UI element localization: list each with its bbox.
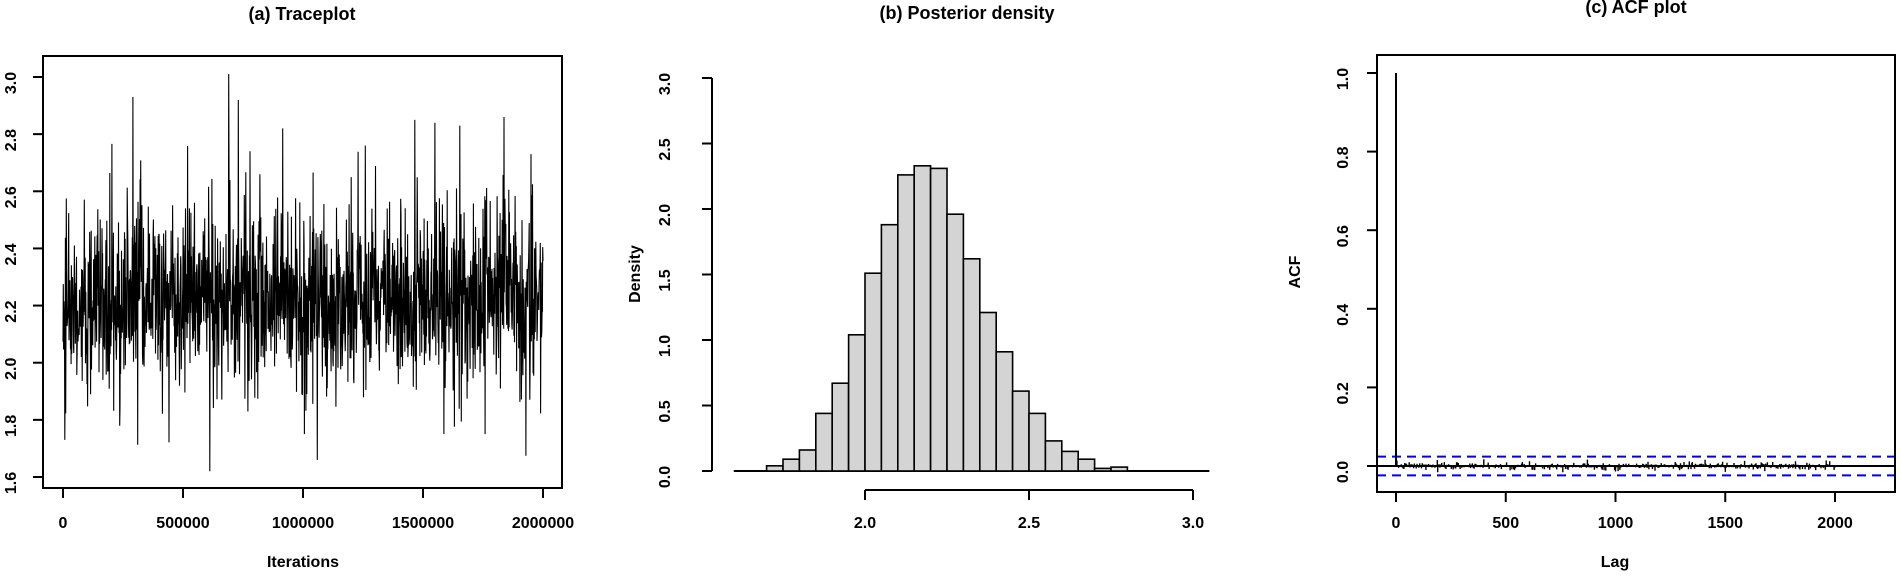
histogram-bar	[864, 272, 883, 472]
density-xtick-label: 2.5	[1018, 515, 1040, 532]
histogram-bar	[995, 350, 1014, 472]
histogram-bar	[913, 165, 932, 472]
traceplot-ytick-label: 2.6	[3, 186, 20, 208]
density-xtick-label: 3.0	[1182, 515, 1204, 532]
histogram-bar	[814, 412, 833, 472]
histogram-bar	[1061, 450, 1080, 472]
acf-ytick-label: 0.0	[1335, 461, 1352, 483]
traceplot-ytick-label: 2.4	[3, 243, 20, 265]
trace-series	[62, 74, 544, 472]
acf-ytick-label: 0.4	[1335, 304, 1352, 326]
traceplot-xtick-label: 1000000	[272, 515, 334, 532]
histogram-bar	[929, 167, 948, 472]
acf-xtick-label: 500	[1492, 515, 1519, 532]
histogram-bar	[962, 257, 981, 472]
density-ytick-label: 1.5	[657, 269, 674, 291]
acf-ytick-label: 0.8	[1335, 146, 1352, 168]
histogram-bar	[765, 464, 784, 472]
acf-ytick-label: 0.2	[1335, 382, 1352, 404]
density-ytick-label: 2.0	[657, 204, 674, 226]
acf-xtick-label: 0	[1392, 515, 1401, 532]
histogram-bar	[880, 223, 899, 472]
histogram-bar	[1093, 467, 1112, 472]
traceplot-ytick-label: 1.6	[3, 472, 20, 494]
density-ytick-label: 2.5	[657, 138, 674, 160]
traceplot-xtick-label: 0	[59, 515, 68, 532]
histogram-bar	[1110, 466, 1129, 472]
traceplot-xtick-label: 1500000	[392, 515, 454, 532]
acf-title: (c) ACF plot	[1585, 0, 1687, 17]
traceplot-xtick-label: 2000000	[512, 515, 574, 532]
density-ytick-label: 0.5	[657, 400, 674, 422]
acf-xtick-label: 1000	[1598, 515, 1634, 532]
acf-ylabel: ACF	[1287, 255, 1304, 288]
traceplot-xtick-label: 500000	[156, 515, 209, 532]
density-ytick-label: 3.0	[657, 73, 674, 95]
density-ylabel: Density	[627, 245, 644, 303]
histogram-bar	[978, 311, 997, 472]
acf-box	[1376, 54, 1896, 493]
histogram-bar	[831, 382, 850, 472]
histogram-bars	[765, 165, 1129, 472]
histogram-bar	[1028, 412, 1047, 472]
traceplot-ytick-label: 1.8	[3, 415, 20, 437]
histogram-bar	[847, 333, 866, 472]
acf-ytick-label: 1.0	[1335, 68, 1352, 90]
histogram-bar	[782, 458, 801, 472]
histogram-bar	[1077, 458, 1096, 472]
acf-xtick-label: 1500	[1707, 515, 1743, 532]
acf-xlabel: Lag	[1601, 554, 1629, 571]
traceplot-xlabel: Iterations	[267, 554, 339, 571]
density-xtick-label: 2.0	[854, 515, 876, 532]
histogram-bar	[1011, 390, 1030, 472]
histogram-bar	[896, 174, 915, 472]
traceplot-ytick-label: 2.8	[3, 129, 20, 151]
acf-xtick-label: 2000	[1817, 515, 1853, 532]
acf-ytick-label: 0.6	[1335, 225, 1352, 247]
traceplot-ytick-label: 2.0	[3, 357, 20, 379]
density-ytick-label: 1.0	[657, 335, 674, 357]
density-ytick-label: 0.0	[657, 466, 674, 488]
traceplot-ytick-label: 2.2	[3, 300, 20, 322]
posterior-density-title: (b) Posterior density	[879, 3, 1055, 23]
traceplot-ytick-label: 3.0	[3, 72, 20, 94]
histogram-bar	[1044, 440, 1063, 472]
histogram-bar	[798, 449, 817, 472]
histogram-bar	[946, 213, 965, 472]
traceplot-title: (a) Traceplot	[248, 4, 356, 24]
